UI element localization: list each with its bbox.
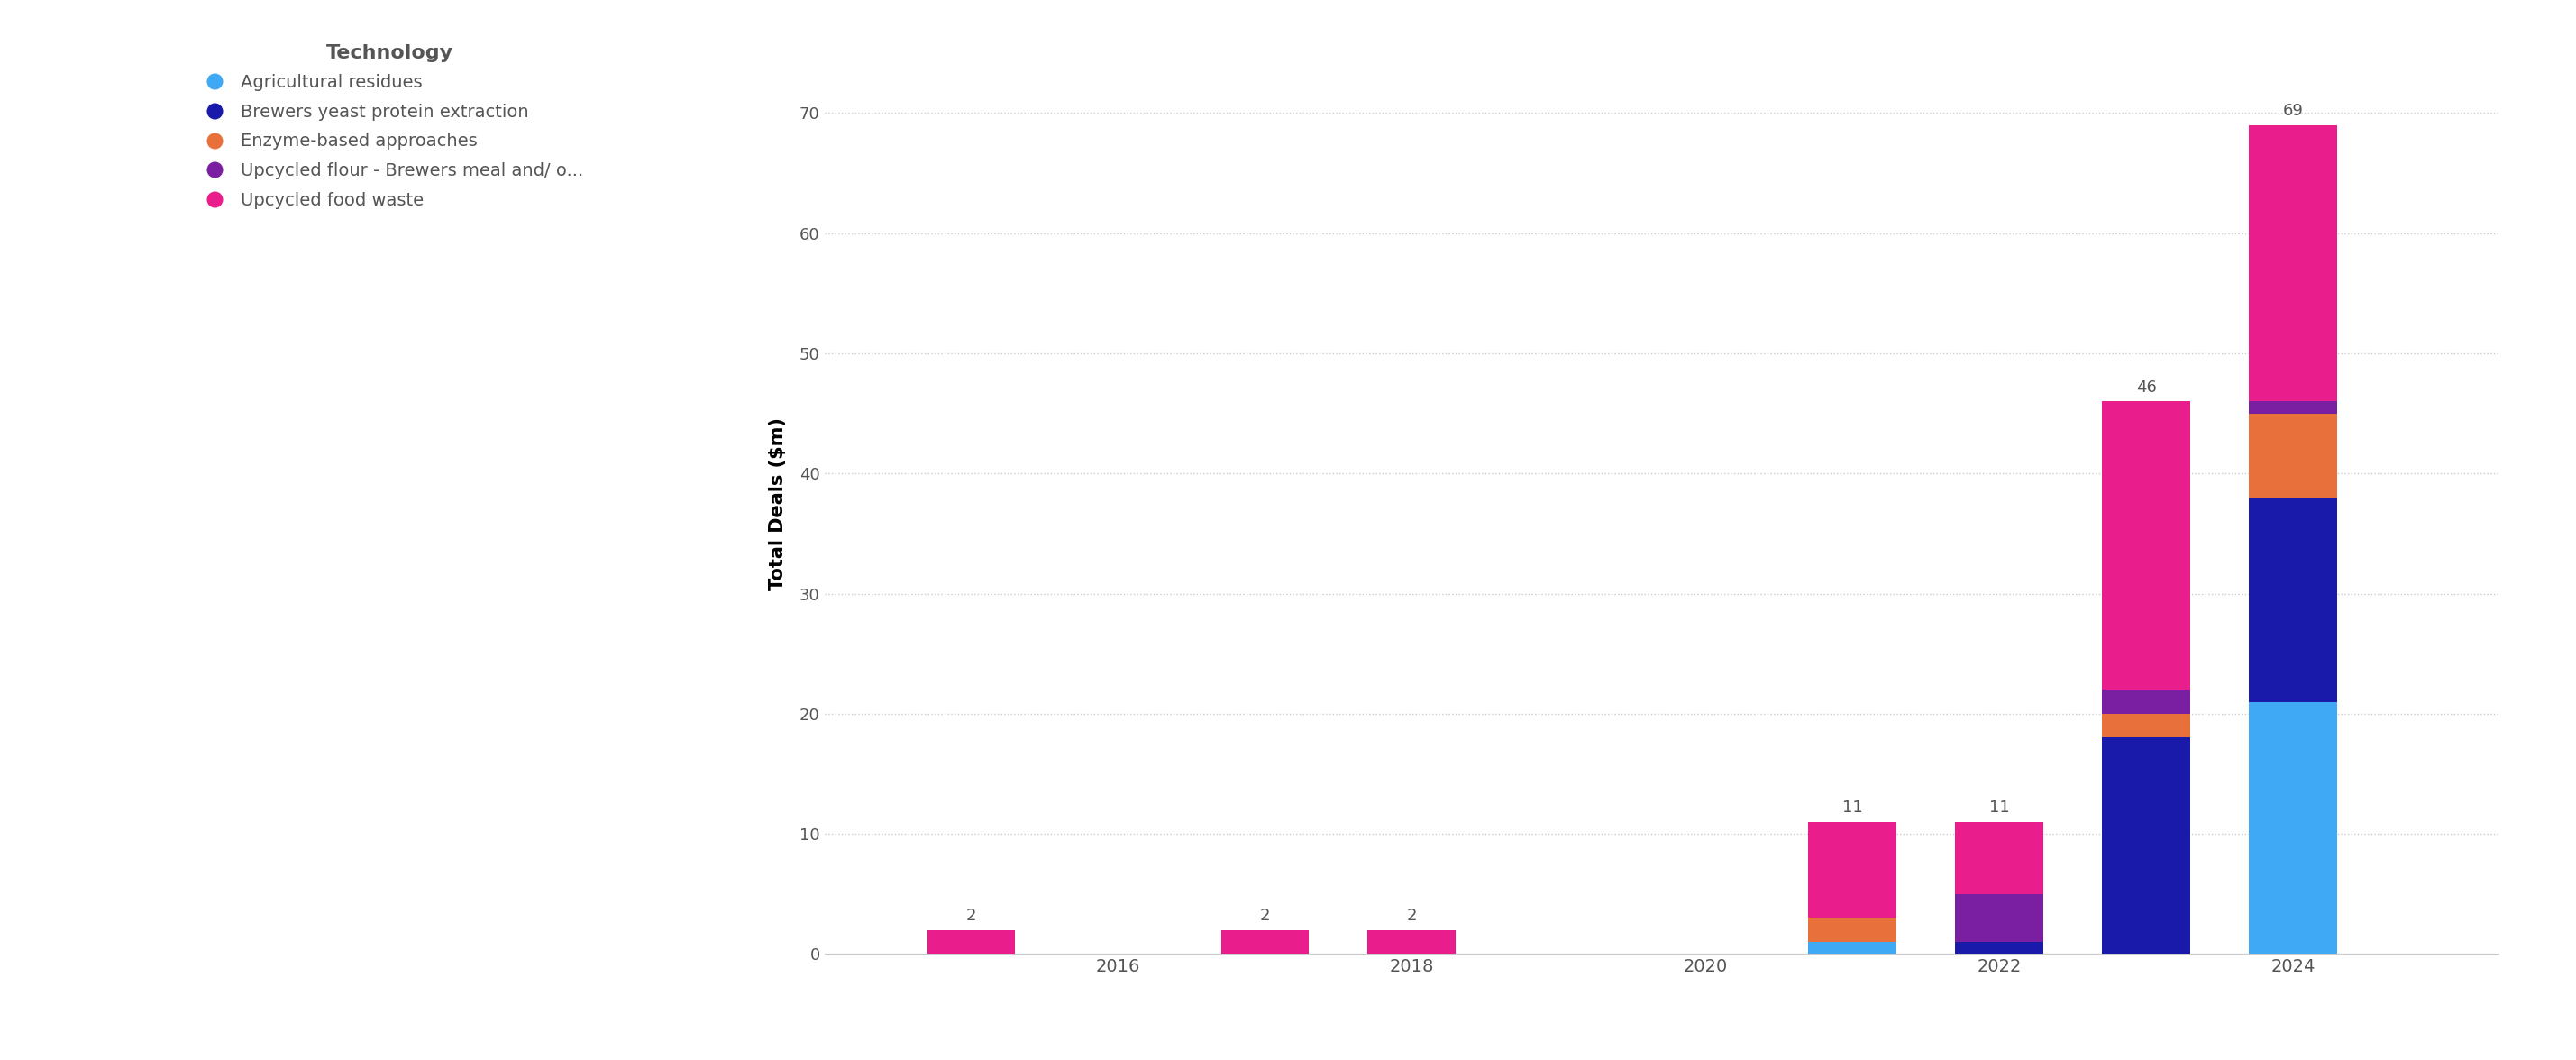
Bar <box>2249 702 2336 954</box>
Bar <box>2102 690 2190 713</box>
Y-axis label: Total Deals ($m): Total Deals ($m) <box>768 417 786 590</box>
Bar <box>2249 497 2336 702</box>
Bar <box>1808 942 1896 954</box>
Text: 69: 69 <box>2282 103 2303 119</box>
Bar <box>2102 738 2190 954</box>
Bar <box>2249 402 2336 413</box>
Bar <box>2249 413 2336 497</box>
Bar <box>1368 930 1455 954</box>
Text: 2: 2 <box>966 907 976 924</box>
Legend: Agricultural residues, Brewers yeast protein extraction, Enzyme-based approaches: Agricultural residues, Brewers yeast pro… <box>196 43 582 209</box>
Bar <box>2102 713 2190 738</box>
Bar <box>927 930 1015 954</box>
Bar <box>1808 822 1896 918</box>
Bar <box>2102 402 2190 690</box>
Text: 11: 11 <box>1989 799 2009 816</box>
Text: 2: 2 <box>1406 907 1417 924</box>
Bar <box>1221 930 1309 954</box>
Bar <box>1808 918 1896 942</box>
Bar <box>1955 822 2043 894</box>
Bar <box>2249 125 2336 402</box>
Text: 11: 11 <box>1842 799 1862 816</box>
Text: 2: 2 <box>1260 907 1270 924</box>
Text: 46: 46 <box>2136 379 2156 395</box>
Bar <box>1955 942 2043 954</box>
Bar <box>1955 894 2043 942</box>
